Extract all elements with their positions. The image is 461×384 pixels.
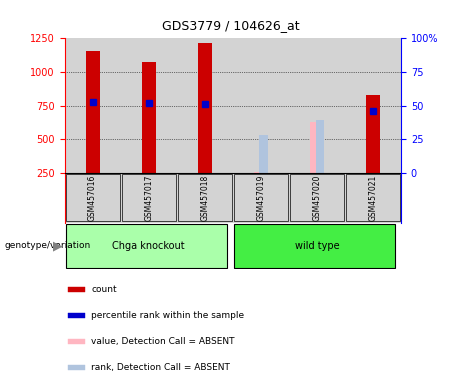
Bar (310, 122, 319, 173)
Text: rank, Detection Call = ABSENT: rank, Detection Call = ABSENT (91, 363, 230, 372)
Text: Chga knockout: Chga knockout (112, 241, 185, 251)
Bar (142, 62, 156, 173)
Bar (234, 223, 396, 268)
Bar (68, 339, 85, 344)
Bar (315, 121, 324, 173)
Text: GSM457016: GSM457016 (88, 175, 97, 221)
Bar (234, 174, 288, 221)
Text: count: count (91, 285, 117, 294)
Bar (346, 174, 400, 221)
Text: value, Detection Call = ABSENT: value, Detection Call = ABSENT (91, 337, 235, 346)
Text: GSM457018: GSM457018 (200, 175, 209, 221)
Text: GDS3779 / 104626_at: GDS3779 / 104626_at (162, 19, 299, 32)
Text: wild type: wild type (295, 241, 339, 251)
Bar (254, 172, 262, 173)
Text: ▶: ▶ (53, 239, 62, 252)
Bar (366, 95, 380, 173)
Text: percentile rank within the sample: percentile rank within the sample (91, 311, 245, 320)
Text: GSM457020: GSM457020 (313, 175, 321, 221)
Text: GSM457019: GSM457019 (256, 175, 266, 221)
Bar (178, 174, 232, 221)
Bar (68, 287, 85, 292)
Text: genotype/variation: genotype/variation (5, 241, 91, 250)
Bar (68, 313, 85, 318)
Bar (86, 51, 100, 173)
Text: GSM457021: GSM457021 (368, 175, 378, 221)
Bar (65, 223, 227, 268)
Text: GSM457017: GSM457017 (144, 175, 153, 221)
Bar (198, 43, 212, 173)
Bar (68, 365, 85, 370)
Bar (65, 174, 119, 221)
Bar (260, 135, 268, 173)
Bar (290, 174, 344, 221)
Bar (122, 174, 176, 221)
